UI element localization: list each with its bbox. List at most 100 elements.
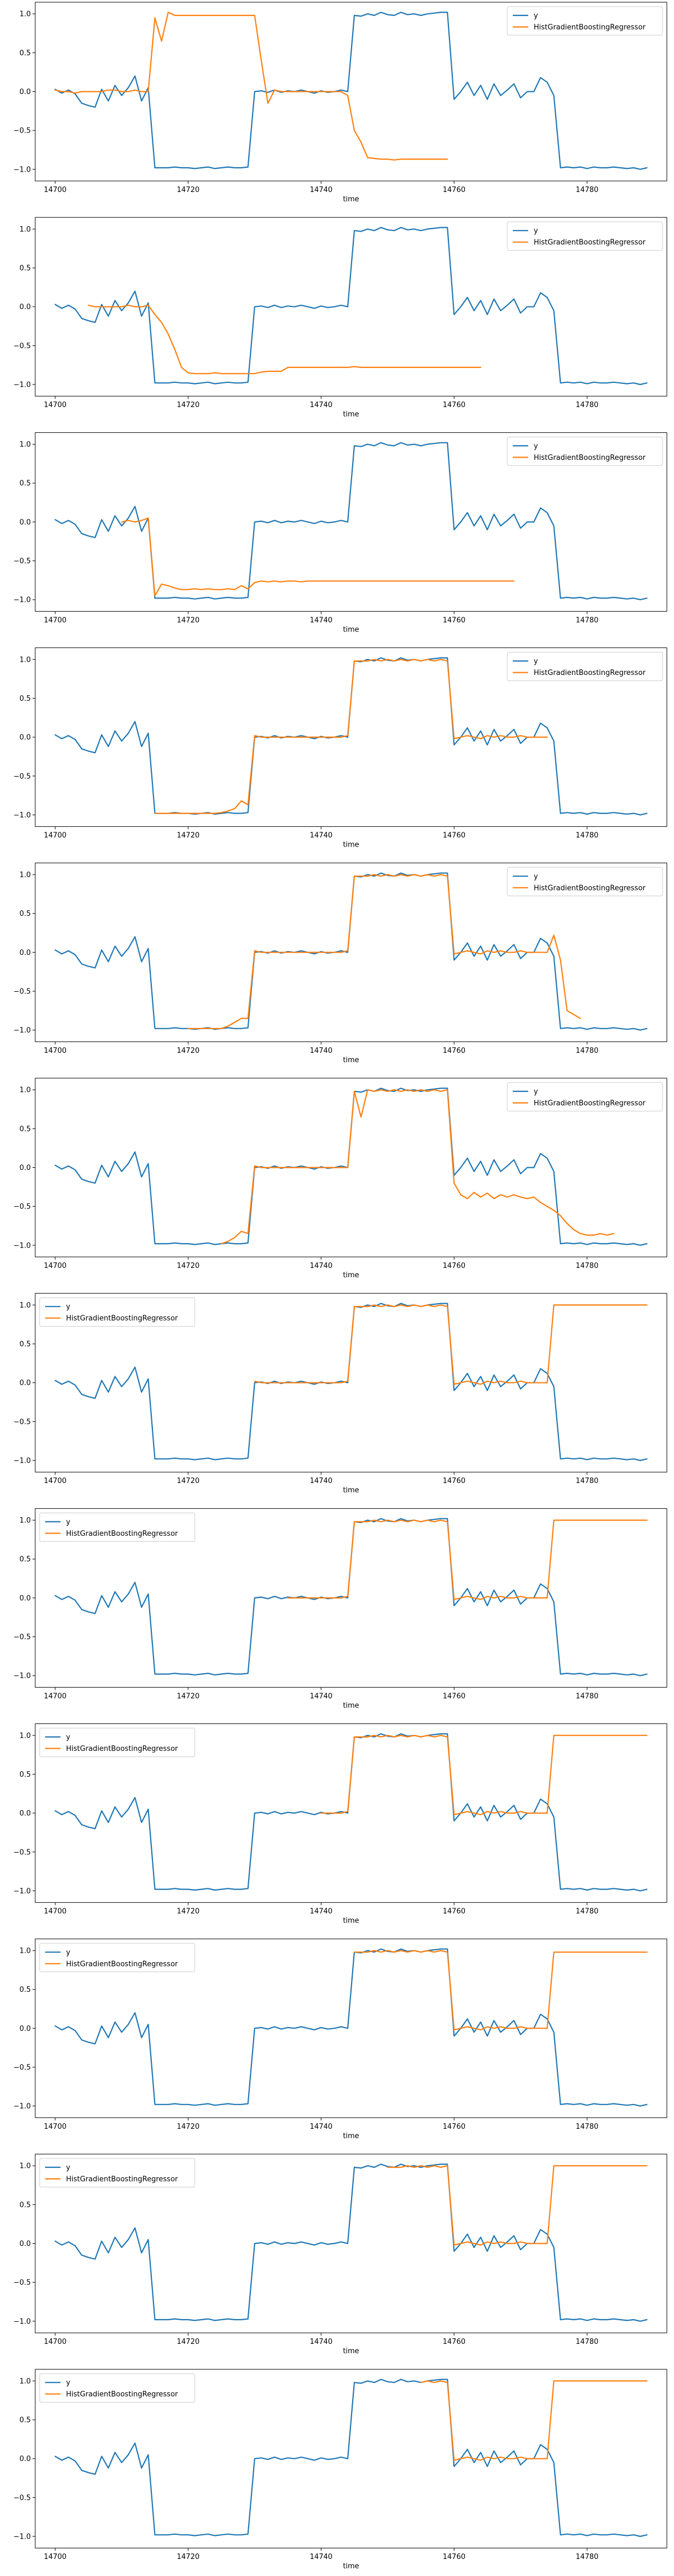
x-tick-label: 14780 (576, 1047, 598, 1055)
x-tick-label: 14760 (443, 1047, 465, 1055)
y-tick-label: 0.0 (19, 1164, 31, 1172)
legend-label-prediction: HistGradientBoostingRegressor (66, 1530, 178, 1538)
legend-label-prediction: HistGradientBoostingRegressor (534, 454, 646, 462)
y-tick-label: −1.0 (13, 381, 31, 389)
series-line-actual (54, 2163, 648, 2322)
x-axis-label: time (343, 625, 359, 634)
y-tick-label: 1.0 (19, 1086, 31, 1095)
series-line-prediction (287, 1519, 648, 1600)
chart-panel-3: 14700 14720 14740 14760 14780 1.0 0.5 0.0 −0.5 −1… (13, 432, 667, 634)
legend-box (507, 652, 663, 682)
y-tick-label: 1.0 (19, 10, 31, 19)
chart-panel-4: 14700 14720 14740 14760 14780 1.0 0.5 0.0 −0.5 −1… (13, 647, 667, 849)
series-line-actual (54, 1303, 648, 1462)
y-tick-label: 0.0 (19, 1379, 31, 1387)
x-tick-label: 14760 (443, 1908, 465, 1916)
y-tick-label: 0.5 (19, 2416, 31, 2425)
x-tick-label: 14740 (310, 616, 332, 624)
series-line-prediction (154, 658, 548, 814)
y-tick-label: −1.0 (13, 2317, 31, 2326)
x-tick-label: 14720 (177, 1908, 199, 1916)
y-tick-label: −0.5 (13, 1633, 31, 1641)
series-line-actual (54, 1948, 648, 2107)
y-tick-label: 0.5 (19, 695, 31, 703)
legend-label-y: y (66, 1948, 70, 1957)
series-line-prediction (221, 1089, 615, 1245)
y-tick-label: 0.5 (19, 1986, 31, 1994)
y-tick-label: 0.0 (19, 734, 31, 742)
x-tick-label: 14740 (310, 1477, 332, 1485)
y-tick-label: −1.0 (13, 1887, 31, 1896)
legend: y HistGradientBoostingRegressor (507, 221, 663, 251)
y-tick-label: 0.0 (19, 88, 31, 96)
legend-label-y: y (66, 1303, 70, 1311)
y-tick-label: 1.0 (19, 1517, 31, 1525)
legend-label-prediction: HistGradientBoostingRegressor (66, 1960, 178, 1968)
x-tick-label: 14780 (576, 1262, 598, 1270)
series-line-actual (54, 227, 648, 386)
y-tick-label: −0.5 (13, 987, 31, 996)
x-axis-label: time (343, 1701, 359, 1710)
chart-panel-1: 14700 14720 14740 14760 14780 1.0 0.5 0.0 −0.5 −1… (13, 2, 667, 204)
legend: y HistGradientBoostingRegressor (39, 1943, 195, 1973)
legend: y HistGradientBoostingRegressor (39, 1512, 195, 1542)
x-tick-label: 14720 (177, 2338, 199, 2346)
y-tick-label: 1.0 (19, 1732, 31, 1740)
legend-label-prediction: HistGradientBoostingRegressor (66, 1745, 178, 1753)
x-tick-label: 14720 (177, 401, 199, 409)
x-tick-label: 14760 (443, 616, 465, 624)
x-tick-label: 14700 (44, 401, 67, 409)
legend-label-prediction: HistGradientBoostingRegressor (534, 669, 646, 677)
y-tick-label: 1.0 (19, 1301, 31, 1310)
x-tick-label: 14780 (576, 1908, 598, 1916)
legend-label-prediction: HistGradientBoostingRegressor (534, 1100, 646, 1108)
x-tick-label: 14780 (576, 2553, 598, 2561)
x-tick-label: 14760 (443, 2338, 465, 2346)
legend-box (39, 2373, 195, 2403)
legend: y HistGradientBoostingRegressor (507, 1082, 663, 1112)
series-line-actual (54, 442, 648, 601)
x-tick-label: 14780 (576, 1477, 598, 1485)
y-tick-label: 0.0 (19, 518, 31, 526)
y-tick-label: −0.5 (13, 557, 31, 565)
x-tick-label: 14780 (576, 401, 598, 409)
chart-panel-9: 14700 14720 14740 14760 14780 1.0 0.5 0.0 −0.5 −1… (13, 1723, 667, 1925)
y-tick-label: 0.5 (19, 480, 31, 488)
x-tick-label: 14760 (443, 1262, 465, 1270)
legend-label-y: y (66, 1518, 70, 1526)
x-tick-label: 14740 (310, 1908, 332, 1916)
series-line-prediction (121, 517, 515, 597)
legend-box (507, 6, 663, 36)
y-tick-label: 1.0 (19, 441, 31, 449)
x-tick-label: 14740 (310, 2553, 332, 2561)
y-tick-label: 0.5 (19, 49, 31, 57)
chart-panel-7: 14700 14720 14740 14760 14780 1.0 0.5 0.0 −0.5 −1… (13, 1293, 667, 1495)
y-tick-label: 0.0 (19, 949, 31, 957)
series-line-prediction (353, 1949, 648, 2031)
x-tick-label: 14740 (310, 1262, 332, 1270)
x-tick-label: 14760 (443, 2553, 465, 2561)
y-tick-label: 0.0 (19, 303, 31, 311)
legend-label-y: y (534, 657, 538, 666)
x-tick-label: 14700 (44, 1908, 67, 1916)
x-tick-label: 14700 (44, 1692, 67, 1700)
x-tick-label: 14700 (44, 616, 67, 624)
series-line-actual (54, 1733, 648, 1892)
x-axis-label: time (343, 1056, 359, 1064)
y-tick-label: 1.0 (19, 2162, 31, 2171)
y-tick-label: −0.5 (13, 127, 31, 135)
y-tick-label: 0.5 (19, 1556, 31, 1564)
legend-label-y: y (534, 442, 538, 451)
y-tick-label: −0.5 (13, 2494, 31, 2502)
x-tick-label: 14700 (44, 1477, 67, 1485)
legend-label-y: y (534, 227, 538, 235)
x-tick-label: 14760 (443, 401, 465, 409)
x-tick-label: 14700 (44, 1262, 67, 1270)
y-tick-label: −1.0 (13, 811, 31, 820)
x-tick-label: 14740 (310, 186, 332, 194)
x-tick-label: 14720 (177, 1047, 199, 1055)
y-tick-label: −0.5 (13, 342, 31, 350)
y-tick-label: 0.5 (19, 1125, 31, 1133)
x-tick-label: 14700 (44, 2123, 67, 2131)
x-tick-label: 14740 (310, 2123, 332, 2131)
